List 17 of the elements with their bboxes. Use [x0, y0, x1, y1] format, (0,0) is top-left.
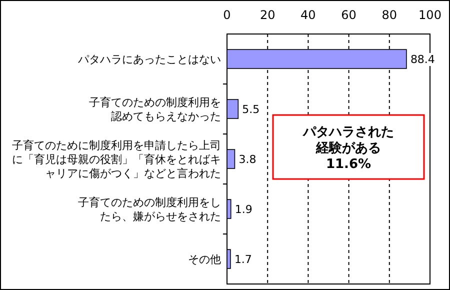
data-label: 88.4 [410, 53, 435, 66]
y-tick-label: 子育てのための制度利用をしたら、嫌がらせをされた [78, 196, 221, 223]
y-tick-label: 子育てのために制度利用を申請したら上司に「育児は母親の役割」「育休をとればキャリアに傷がつく」などと言われた [12, 139, 221, 180]
data-label: 1.7 [234, 253, 252, 266]
data-label: 3.8 [238, 153, 256, 166]
y-tick-label: パタハラにあったことはない [77, 53, 221, 66]
x-tick-label: 0 [223, 8, 231, 22]
y-tick-label: 子育てのための制度利用を認めてもらえなかった [89, 96, 221, 123]
x-tick-label: 20 [260, 8, 276, 22]
x-tick-label: 60 [341, 8, 356, 22]
annotation: パタハラされた経験がある11.6% [302, 125, 394, 172]
x-tick-label: 40 [300, 8, 316, 22]
data-label: 1.9 [234, 203, 252, 216]
y-tick-label: その他 [188, 253, 221, 266]
x-tick-label: 100 [418, 8, 442, 22]
x-tick-label: 80 [382, 8, 398, 22]
data-label: 5.5 [242, 103, 260, 116]
